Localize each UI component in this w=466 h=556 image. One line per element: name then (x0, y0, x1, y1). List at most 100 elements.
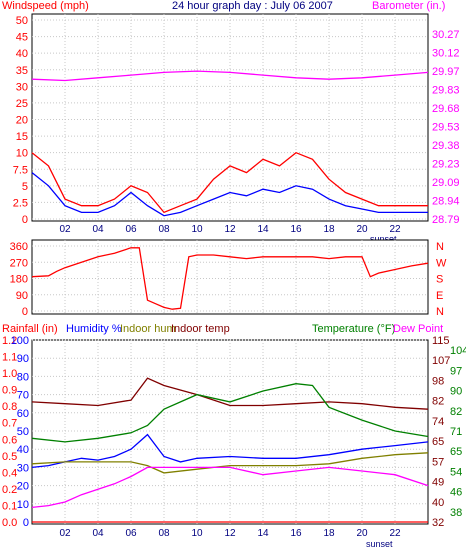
compass-tick-label: N (436, 306, 444, 318)
humidity-temperature-panel: Rainfall (in) Humidity % Indoor hum Indo… (2, 323, 466, 549)
barometer-tick-label: 29.38 (432, 140, 460, 152)
compass-tick-label: S (436, 274, 443, 286)
barometer-axis-label: Barometer (in.) (372, 0, 445, 12)
direction-degree-labels: 360 270 180 90 0 (10, 241, 28, 318)
x-tick-label: 10 (191, 224, 203, 235)
sunset-marker-bottom: sunset (366, 539, 393, 549)
x-tick-label: 08 (158, 224, 170, 235)
windspeed-tick-label: 45 (16, 32, 28, 44)
temperature-tick-label: 57 (432, 456, 444, 468)
temperature-label: Temperature (°F) (312, 323, 395, 335)
x-tick-label: 14 (257, 528, 269, 539)
direction-tick-label: 180 (10, 274, 28, 286)
rainfall-tick-label: 1.2 (2, 335, 17, 347)
windspeed-tick-labels: 0 2.5 5 7.5 10 15 20 25 30 35 40 45 50 (13, 15, 28, 226)
barometer-tick-label: 29.23 (432, 159, 460, 171)
rainfall-tick-label: 0.7 (2, 418, 17, 430)
rainfall-tick-label: 0.4 (2, 467, 17, 479)
humidity-tick-label: 100 (11, 335, 29, 347)
barometer-tick-label: 28.94 (432, 196, 460, 208)
x-tick-label: 16 (290, 528, 302, 539)
x-tick-label: 10 (191, 528, 203, 539)
direction-tick-label: 360 (10, 241, 28, 253)
rainfall-tick-label: 0.2 (2, 484, 17, 496)
rainfall-tick-labels: 0.0 0.1 0.2 0.4 0.5 0.6 0.7 0.8 0.9 1.0 1.1 1.2 (2, 335, 17, 529)
barometer-tick-label: 29.53 (432, 122, 460, 134)
series-line (31, 433, 429, 469)
humidity-tick-label: 30 (17, 462, 29, 474)
rainfall-tick-label: 1.0 (2, 368, 17, 380)
x-tick-label: 04 (92, 224, 104, 235)
series-line (31, 466, 429, 509)
humidity-tick-label: 10 (17, 499, 29, 511)
temperature-tick-label: 74 (432, 416, 444, 428)
x-tick-label: 14 (257, 224, 269, 235)
temperature-tick-label: 90 (450, 386, 462, 398)
rainfall-tick-label: 0.6 (2, 434, 17, 446)
direction-tick-label: 90 (16, 290, 28, 302)
x-tick-label: 04 (92, 528, 104, 539)
windspeed-tick-label: 15 (16, 131, 28, 143)
windspeed-tick-label: 35 (16, 65, 28, 77)
chart-title: 24 hour graph day : July 06 2007 (172, 0, 333, 12)
windspeed-tick-label: 0 (22, 214, 28, 226)
humidity-tick-label: 60 (17, 408, 29, 420)
temperature-tick-label: 49 (432, 477, 444, 489)
x-tick-label: 02 (59, 528, 71, 539)
windspeed-tick-label: 5 (22, 181, 28, 193)
x-tick-label: 22 (389, 528, 401, 539)
barometer-tick-label: 30.27 (432, 29, 460, 41)
temperature-tick-label: 65 (450, 446, 462, 458)
humidity-tick-label: 80 (17, 371, 29, 383)
rainfall-tick-label: 1.1 (2, 352, 17, 364)
series-line (31, 377, 429, 410)
windspeed-tick-label: 40 (16, 48, 28, 60)
temperature-tick-label: 97 (450, 365, 462, 377)
temperature-tick-label: 82 (450, 406, 462, 418)
compass-tick-label: E (436, 290, 443, 302)
windspeed-tick-label: 2.5 (13, 197, 28, 209)
series-line (31, 151, 428, 214)
direction-tick-label: 0 (22, 306, 28, 318)
x-tick-labels: 02 04 06 08 10 12 14 16 18 20 22 (59, 224, 401, 235)
humidity-tick-label: 20 (17, 481, 29, 493)
windspeed-tick-label: 25 (16, 98, 28, 110)
indoor-hum-label: Indoor hum (120, 323, 176, 335)
temperature-tick-label: 65 (432, 436, 444, 448)
humidity-tick-label: 50 (17, 426, 29, 438)
windspeed-axis-label: Windspeed (mph) (2, 0, 89, 12)
temperature-tick-label: 32 (432, 517, 444, 529)
x-tick-label: 18 (323, 224, 335, 235)
x-tick-labels-bottom: 02 04 06 08 10 12 14 16 18 20 22 (59, 528, 401, 539)
temperature-tick-label: 71 (450, 426, 462, 438)
rainfall-tick-label: 0.0 (2, 517, 17, 529)
x-tick-label: 20 (356, 224, 368, 235)
rainfall-tick-label: 0.8 (2, 401, 17, 413)
humidity-tick-label: 0 (23, 517, 29, 529)
barometer-tick-label: 30.12 (432, 48, 460, 60)
barometer-tick-labels: 28.79 28.94 29.09 29.23 29.38 29.53 29.68 29.83… (432, 29, 460, 226)
temperature-tick-label: 104 (450, 345, 466, 357)
temperature-tick-label: 46 (450, 487, 462, 499)
dew-point-label: Dew Point (393, 323, 443, 335)
indoor-temp-label: Indoor temp (171, 323, 230, 335)
x-tick-label: 06 (125, 528, 137, 539)
rainfall-tick-label: 0.9 (2, 385, 17, 397)
humidity-tick-label: 40 (17, 444, 29, 456)
temperature-tick-labels: 32 38 40 46 49 54 57 65 65 71 74 82 82 90 98 9710710411… (432, 335, 466, 529)
temperature-tick-label: 107 (432, 355, 450, 367)
direction-tick-label: 270 (10, 257, 28, 269)
temperature-tick-label: 115 (432, 335, 450, 347)
x-tick-label: 22 (389, 224, 401, 235)
humidity-tick-labels: 0 10 20 30 40 50 60 70 80 90 100 (11, 335, 29, 529)
windspeed-tick-label: 7.5 (13, 164, 28, 176)
x-tick-label: 12 (224, 224, 236, 235)
x-tick-label: 16 (290, 224, 302, 235)
barometer-tick-label: 29.68 (432, 103, 460, 115)
barometer-tick-label: 29.97 (432, 66, 460, 78)
x-tick-label: 08 (158, 528, 170, 539)
rainfall-tick-label: 0.1 (2, 500, 17, 512)
